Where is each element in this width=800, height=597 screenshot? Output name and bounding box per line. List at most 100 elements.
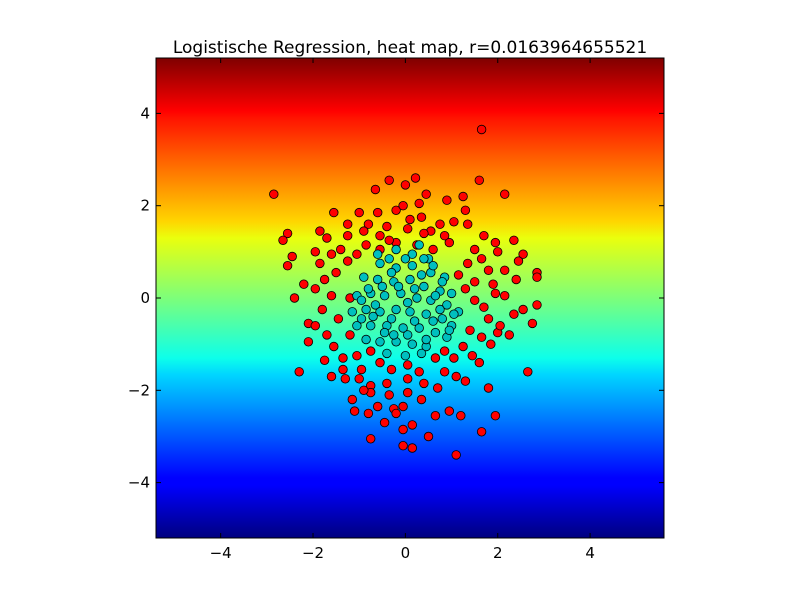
scatter-point xyxy=(416,348,427,359)
scatter-point xyxy=(407,443,418,453)
scatter-point xyxy=(345,330,355,340)
scatter-point xyxy=(356,314,367,324)
scatter-point xyxy=(343,256,353,266)
scatter-point xyxy=(375,230,385,241)
scatter-point xyxy=(483,383,494,393)
scatter-point xyxy=(370,300,381,310)
scatter-point xyxy=(326,249,337,259)
scatter-point xyxy=(403,224,413,234)
scatter-point xyxy=(343,230,353,241)
scatter-point xyxy=(458,191,468,202)
scatter-point xyxy=(329,207,339,218)
scatter-point xyxy=(490,411,501,421)
scatter-point xyxy=(352,249,362,259)
scatter-point xyxy=(359,385,369,396)
scatter-point xyxy=(416,212,427,222)
scatter-point xyxy=(356,364,367,375)
y-tick-label: 2 xyxy=(140,197,150,215)
scatter-point xyxy=(373,274,383,285)
scatter-point xyxy=(500,265,510,276)
scatter-point xyxy=(470,277,480,287)
scatter-point xyxy=(490,237,501,248)
scatter-point xyxy=(444,237,455,248)
scatter-point xyxy=(428,316,438,326)
scatter-point xyxy=(403,360,413,370)
scatter-point xyxy=(317,304,328,315)
scatter-point xyxy=(352,321,362,331)
scatter-point xyxy=(416,270,427,280)
scatter-point xyxy=(405,307,415,317)
scatter-point xyxy=(430,411,441,421)
scatter-point xyxy=(409,284,420,294)
scatter-point xyxy=(456,411,466,421)
scatter-point xyxy=(403,387,413,398)
scatter-point xyxy=(347,307,358,317)
scatter-point xyxy=(435,304,445,315)
scatter-point xyxy=(373,401,383,412)
scatter-point xyxy=(400,351,411,361)
scatter-point xyxy=(449,353,459,363)
scatter-point xyxy=(336,244,346,255)
scatter-point xyxy=(343,219,353,229)
scatter-point xyxy=(278,235,288,246)
scatter-point xyxy=(352,351,362,361)
scatter-point xyxy=(363,408,374,419)
scatter-point xyxy=(442,195,452,205)
scatter-point xyxy=(439,230,450,241)
scatter-point xyxy=(407,339,418,349)
scatter-point xyxy=(476,427,487,437)
x-tick-label: 2 xyxy=(493,544,503,562)
scatter-point xyxy=(331,267,341,278)
scatter-point xyxy=(282,228,293,239)
scatter-point xyxy=(532,300,542,310)
scatter-point xyxy=(430,353,441,363)
scatter-point xyxy=(382,221,392,232)
scatter-point xyxy=(356,295,367,306)
scatter-point xyxy=(391,244,401,255)
y-tick-label: 0 xyxy=(140,289,150,307)
scatter-point xyxy=(299,279,309,289)
scatter-point xyxy=(294,367,304,377)
y-tick-label: −2 xyxy=(128,381,150,399)
scatter-point xyxy=(403,297,413,308)
scatter-point xyxy=(465,325,475,336)
scatter-point xyxy=(303,337,314,347)
scatter-point xyxy=(493,247,503,257)
scatter-point xyxy=(398,401,408,412)
scatter-point xyxy=(500,291,510,301)
scatter-point xyxy=(384,175,394,186)
scatter-point xyxy=(444,406,455,416)
scatter-point xyxy=(386,267,397,278)
scatter-point xyxy=(363,219,374,229)
scatter-point xyxy=(359,272,369,282)
scatter-point xyxy=(398,424,408,435)
scatter-point xyxy=(405,214,415,225)
scatter-point xyxy=(488,279,498,289)
scatter-point xyxy=(361,240,371,250)
scatter-point xyxy=(405,274,415,285)
scatter-point xyxy=(329,341,339,352)
scatter-point xyxy=(386,364,397,375)
scatter-point xyxy=(340,374,351,384)
scatter-point xyxy=(463,258,473,269)
y-tick-label: −4 xyxy=(128,474,150,492)
scatter-point xyxy=(414,367,424,377)
scatter-point xyxy=(416,394,427,405)
scatter-point xyxy=(363,284,374,294)
scatter-point xyxy=(421,309,431,319)
y-tick-label: 4 xyxy=(140,104,150,122)
scatter-point xyxy=(504,330,515,340)
scatter-point xyxy=(400,254,411,264)
scatter-point xyxy=(486,339,496,349)
scatter-point xyxy=(338,364,348,375)
scatter-point xyxy=(458,341,468,352)
scatter-point xyxy=(375,307,385,317)
scatter-point xyxy=(419,254,429,264)
scatter-point xyxy=(322,233,332,243)
scatter-point xyxy=(509,235,519,246)
scatter-point xyxy=(410,173,421,183)
scatter-point xyxy=(414,198,424,209)
scatter-point xyxy=(476,254,487,264)
scatter-point xyxy=(446,288,457,299)
scatter-point xyxy=(322,330,332,340)
